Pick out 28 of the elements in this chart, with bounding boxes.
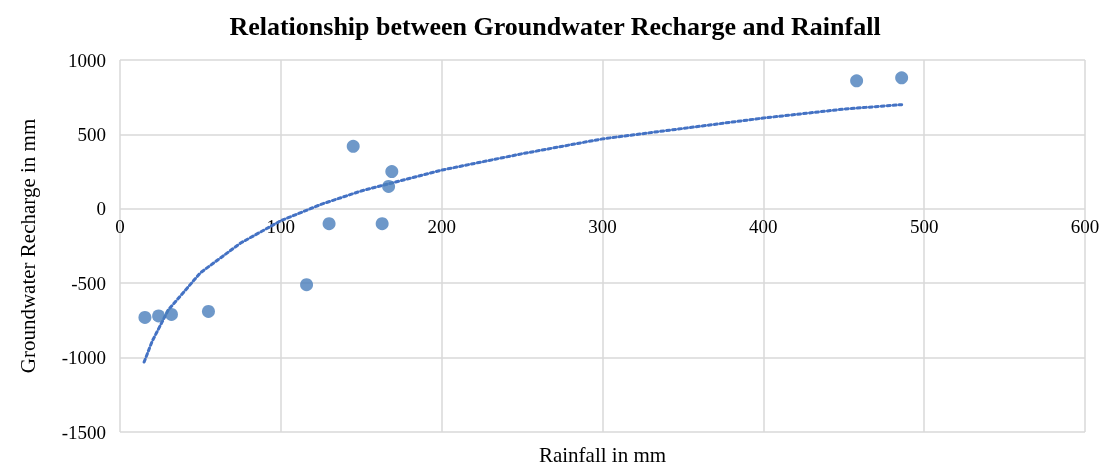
y-tick-label: -500 bbox=[71, 272, 106, 294]
x-tick-label: 600 bbox=[1070, 215, 1100, 237]
x-tick-label: 500 bbox=[909, 215, 939, 237]
point bbox=[385, 165, 399, 179]
point bbox=[375, 217, 389, 231]
point bbox=[322, 217, 336, 231]
y-tick-label: 0 bbox=[96, 198, 106, 220]
line-series bbox=[142, 103, 904, 364]
y-tick-label: -1000 bbox=[61, 347, 106, 369]
x-axis-title: Rainfall in mm bbox=[538, 442, 667, 465]
x-tick-label: 200 bbox=[427, 215, 456, 237]
point bbox=[382, 179, 396, 193]
x-tick-label: 0 bbox=[115, 215, 125, 237]
point bbox=[895, 71, 909, 85]
point bbox=[346, 139, 360, 153]
point bbox=[300, 278, 314, 292]
x-tick-label: 300 bbox=[588, 215, 617, 237]
point bbox=[850, 74, 864, 88]
y-tick-label: 1000 bbox=[68, 49, 106, 71]
point bbox=[201, 304, 215, 318]
x-tick-label: 400 bbox=[749, 215, 778, 237]
chart-title: Relationship between Groundwater Recharge and Rainfall bbox=[229, 11, 881, 41]
y-tick-label: 500 bbox=[77, 123, 106, 145]
point bbox=[164, 307, 178, 321]
y-axis-title: Groundwater Recharge in mm bbox=[15, 118, 40, 374]
y-tick-label: -1500 bbox=[61, 421, 106, 443]
point bbox=[152, 309, 166, 323]
point bbox=[138, 310, 152, 324]
